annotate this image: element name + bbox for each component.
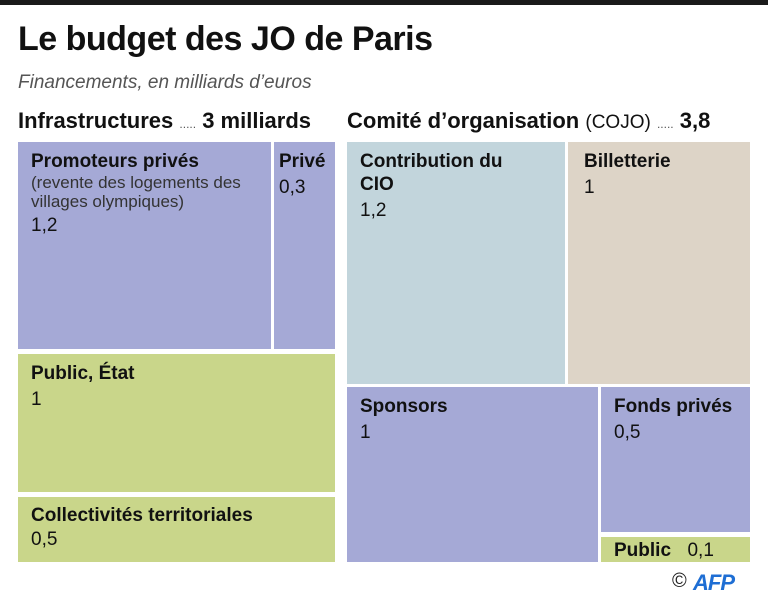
treemap-cell-sponsors: Sponsors 1 bbox=[347, 387, 598, 562]
afp-logo: AFP bbox=[693, 570, 735, 595]
treemap-cell-public-etat: Public, État 1 bbox=[18, 354, 335, 492]
cell-label: Collectivités territoriales bbox=[31, 505, 253, 526]
group-name: Infrastructures bbox=[18, 108, 174, 133]
cell-label: Sponsors bbox=[360, 396, 448, 417]
chart-subtitle: Financements, en milliards d’euros bbox=[18, 72, 312, 93]
cell-note: (revente des logements des villages olym… bbox=[31, 173, 241, 211]
cell-label: Public, État bbox=[31, 363, 135, 384]
cell-value: 1 bbox=[584, 177, 595, 198]
cell-value: 0,5 bbox=[31, 529, 58, 550]
treemap-cell-public-cojo: Public 0,1 bbox=[601, 537, 750, 562]
group-total: 3,8 bbox=[679, 108, 711, 133]
treemap-cell-collectivites: Collectivités territoriales 0,5 bbox=[18, 497, 335, 562]
leader-dots: ..... bbox=[179, 117, 197, 131]
group-name: Comité d’organisation bbox=[347, 108, 580, 133]
cell-label: Billetterie bbox=[584, 151, 671, 172]
copyright-symbol: © bbox=[672, 570, 687, 592]
cell-label: Public bbox=[614, 540, 672, 561]
cell-value: 1 bbox=[360, 422, 371, 443]
top-bar bbox=[0, 0, 768, 5]
chart-title: Le budget des JO de Paris bbox=[18, 20, 433, 58]
treemap-cell-prive: Privé 0,3 bbox=[274, 142, 335, 349]
treemap-cell-promoteurs-prives: Promoteurs privés (revente des logements… bbox=[18, 142, 271, 349]
leader-dots: ..... bbox=[656, 117, 674, 131]
cell-value: 0,1 bbox=[687, 540, 714, 561]
group-header-cojo: Comité d’organisation (COJO) ..... 3,8 bbox=[347, 108, 710, 134]
cell-value: 0,3 bbox=[279, 177, 306, 198]
cell-value: 1,2 bbox=[360, 200, 387, 221]
treemap-cell-contribution-cio: Contribution du CIO 1,2 bbox=[347, 142, 565, 384]
group-qualifier: (COJO) bbox=[585, 112, 651, 133]
cell-label: Promoteurs privés bbox=[31, 151, 199, 172]
cell-value: 1,2 bbox=[31, 215, 58, 236]
group-total: 3 milliards bbox=[202, 108, 312, 133]
cell-label: Privé bbox=[279, 151, 326, 172]
treemap-cell-billetterie: Billetterie 1 bbox=[568, 142, 750, 384]
group-header-infrastructures: Infrastructures ..... 3 milliards bbox=[18, 108, 311, 134]
cell-label: Contribution du CIO bbox=[360, 151, 503, 195]
cell-value: 1 bbox=[31, 389, 42, 410]
cell-label: Fonds privés bbox=[614, 396, 733, 417]
treemap-cell-fonds-prives: Fonds privés 0,5 bbox=[601, 387, 750, 532]
cell-value: 0,5 bbox=[614, 422, 641, 443]
